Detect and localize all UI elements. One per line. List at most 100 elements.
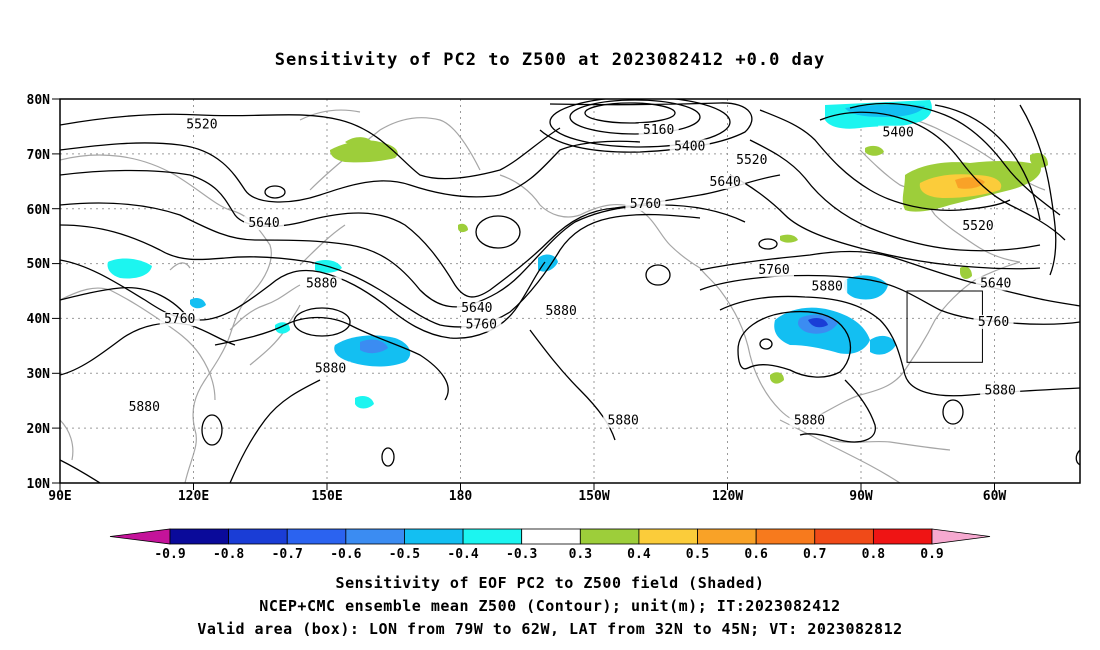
contour-label: 5760 (630, 197, 661, 212)
colorbar-segment (286, 528, 347, 545)
contour-label: 5880 (306, 277, 337, 292)
contour-label: 5160 (643, 123, 674, 138)
contour-label: 5880 (812, 279, 843, 294)
lat-label: 50N (27, 257, 51, 272)
lon-label: 120W (712, 489, 743, 504)
colorbar-label: -0.6 (330, 547, 361, 562)
map-border (59, 98, 1081, 484)
contour-label: 5520 (962, 219, 993, 234)
contour-label: 5880 (545, 304, 576, 319)
contour-label: 5760 (758, 263, 789, 278)
contour-label: 5880 (129, 400, 160, 415)
contour-label-bg (731, 153, 772, 168)
contour-label-bg (603, 413, 644, 428)
lon-label: 150W (578, 489, 609, 504)
contour-label: 5640 (710, 175, 741, 190)
colorbar-segment (521, 528, 581, 545)
lon-label: 90W (849, 489, 873, 504)
colorbar-segment (228, 528, 288, 545)
contour-label: 5520 (186, 117, 217, 132)
colorbar-segment (638, 528, 698, 545)
contour-label-bg (754, 262, 794, 277)
contour-label: 5640 (248, 216, 279, 231)
contour-label-bg (669, 139, 710, 154)
lon-label: 90E (48, 489, 71, 504)
contour-label-bg (244, 216, 284, 231)
lon-label: 120E (178, 489, 209, 504)
contour-label: 5640 (980, 277, 1011, 292)
contour-label: 5880 (794, 414, 825, 429)
lon-label: 150E (311, 489, 342, 504)
colorbar-segment (169, 528, 230, 545)
colorbar-label: 0.8 (862, 547, 886, 562)
colorbar-segment (462, 528, 523, 545)
contour-label-bg (789, 413, 830, 428)
chart-title: Sensitivity of PC2 to Z500 at 2023082412… (274, 50, 826, 70)
contour-label-bg (973, 314, 1014, 329)
contour-label-bg (541, 303, 582, 318)
colorbar-high-arrow (931, 528, 991, 545)
sensitivity-shading (107, 100, 1048, 409)
colorbar-label: 0.7 (803, 547, 826, 562)
colorbar-label: 0.3 (569, 547, 592, 562)
contour-label: 5880 (315, 362, 346, 377)
contour-labels: 5520 516054005520564054005640576055205880… (124, 117, 1021, 429)
lat-label: 20N (27, 422, 51, 437)
colorbar-label: 0.6 (744, 547, 768, 562)
colorbar-segment (755, 528, 816, 545)
lon-label: 60W (983, 489, 1007, 504)
colorbar-label: 0.9 (920, 547, 943, 562)
colorbar-label: -0.9 (154, 547, 185, 562)
contour-label-bg (807, 279, 848, 294)
contour-label-bg (878, 125, 919, 140)
contour-label-bg (301, 276, 342, 291)
colorbar-segment (872, 528, 933, 545)
lat-label: 80N (27, 93, 51, 108)
lat-label: 30N (27, 367, 51, 382)
contour-label: 5400 (883, 126, 914, 141)
colorbar-label: 0.4 (627, 547, 651, 562)
colorbar-segment (697, 528, 757, 545)
caption-line-2: NCEP+CMC ensemble mean Z500 (Contour); u… (259, 597, 841, 615)
contour-label: 5520 (736, 153, 767, 168)
contour-label-bg (625, 196, 666, 211)
colorbar-label: -0.4 (447, 547, 478, 562)
colorbar-segment (814, 528, 874, 545)
colorbar: -0.9 -0.8 -0.7 -0.6 -0.5 -0.4 -0.3 0.3 0.4 0.5 0.6… (109, 528, 991, 562)
contour-label-bg (456, 301, 497, 316)
lat-label: 70N (27, 148, 51, 163)
colorbar-low-arrow (109, 528, 171, 545)
colorbar-segment (404, 528, 464, 545)
contour-label-bg (461, 317, 502, 332)
contour-label: 5880 (608, 414, 639, 429)
contour-label-bg (310, 361, 351, 376)
colorbar-label: -0.8 (213, 547, 244, 562)
colorbar-label: 0.5 (686, 547, 709, 562)
contour-label-bg (980, 383, 1021, 398)
lat-label: 60N (27, 203, 51, 218)
colorbar-label: -0.3 (506, 547, 537, 562)
contour-label: 5760 (466, 318, 497, 333)
contour-label-bg (159, 312, 200, 327)
lon-label: 180 (449, 489, 473, 504)
colorbar-label: -0.5 (389, 547, 420, 562)
caption-line-3: Valid area (box): LON from 79W to 62W, L… (197, 620, 903, 638)
colorbar-segment (579, 528, 640, 545)
contour-label: 5760 (978, 315, 1009, 330)
contour-label: 5880 (985, 383, 1016, 398)
contour-label-bg (705, 175, 746, 190)
lat-label: 10N (27, 477, 51, 492)
colorbar-label: -0.7 (272, 547, 303, 562)
lat-label: 40N (27, 312, 51, 327)
contour-label-bg (638, 122, 679, 137)
contour-label-bg (181, 117, 222, 132)
caption-line-1: Sensitivity of EOF PC2 to Z500 field (Sh… (335, 574, 765, 592)
contour-label: 5640 (461, 301, 492, 316)
contour-label-bg (958, 218, 998, 233)
contour-label-bg (975, 276, 1016, 291)
contour-label: 5400 (674, 139, 705, 154)
contour-label-bg (124, 399, 165, 414)
colorbar-segment (345, 528, 405, 545)
contour-label: 5760 (164, 312, 195, 327)
